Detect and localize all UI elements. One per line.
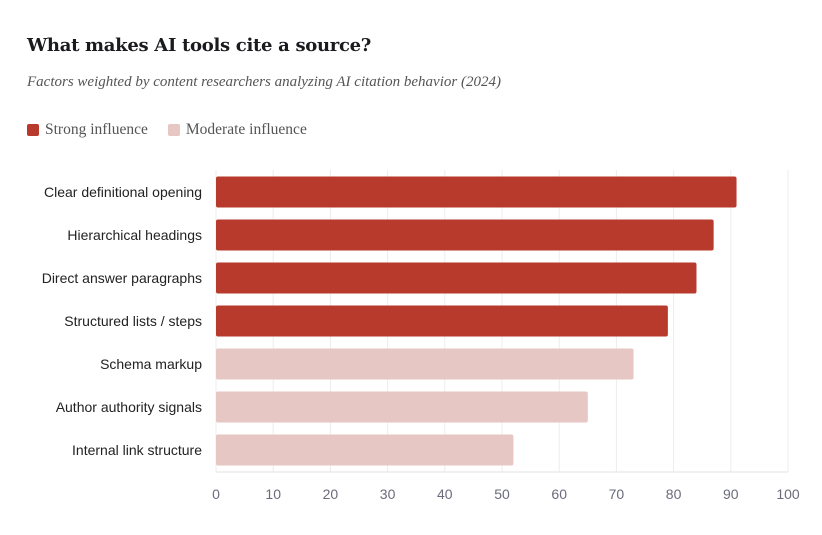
bar	[216, 176, 737, 208]
category-label: Hierarchical headings	[67, 227, 202, 243]
bar	[216, 262, 697, 294]
legend-swatch-moderate	[167, 124, 180, 136]
legend-item-strong: Strong influence	[27, 121, 148, 139]
category-label: Schema markup	[100, 356, 202, 372]
category-label: Author authority signals	[56, 399, 202, 415]
x-tick-label: 0	[212, 486, 220, 502]
legend: Strong influence Moderate influence	[27, 121, 307, 139]
legend-swatch-strong	[27, 124, 39, 136]
legend-item-moderate: Moderate influence	[167, 121, 307, 139]
x-tick-label: 70	[609, 486, 625, 502]
category-label: Clear definitional opening	[44, 184, 202, 200]
category-label: Internal link structure	[72, 442, 202, 458]
legend-label-moderate: Moderate influence	[185, 121, 307, 138]
bar	[216, 434, 514, 466]
bar	[216, 219, 714, 251]
x-tick-label: 80	[666, 486, 682, 502]
category-label: Direct answer paragraphs	[42, 270, 202, 286]
bar	[216, 305, 668, 337]
x-tick-label: 100	[776, 486, 800, 502]
x-tick-label: 40	[437, 486, 453, 502]
legend-label-strong: Strong influence	[45, 121, 148, 138]
x-tick-label: 50	[494, 486, 510, 502]
x-tick-label: 30	[380, 486, 396, 502]
bar	[216, 348, 634, 380]
x-tick-label: 60	[551, 486, 567, 502]
x-tick-label: 10	[265, 486, 281, 502]
chart-subtitle: Factors weighted by content researchers …	[27, 74, 501, 90]
x-tick-label: 90	[723, 486, 739, 502]
bar	[216, 391, 588, 423]
x-tick-label: 20	[323, 486, 339, 502]
category-label: Structured lists / steps	[64, 313, 202, 329]
chart-title: What makes AI tools cite a source?	[27, 35, 372, 56]
